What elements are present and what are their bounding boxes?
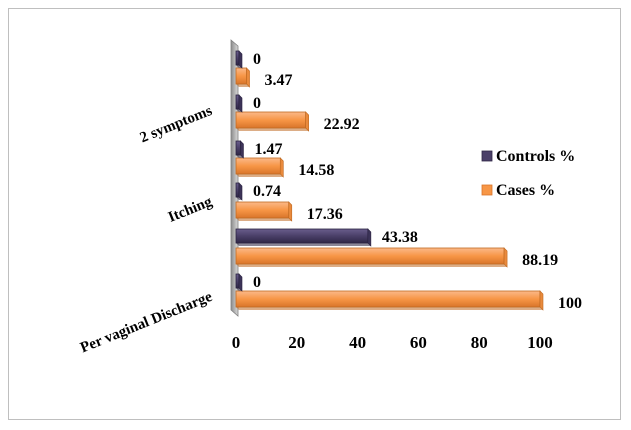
x-tick-label: 100 bbox=[527, 333, 553, 352]
legend-label-cases: Cases % bbox=[496, 182, 555, 199]
x-axis-ticks: 0 20 40 60 80 100 bbox=[232, 333, 553, 352]
value-label-cases-5: 3.47 bbox=[265, 72, 293, 89]
legend-label-controls: Controls % bbox=[496, 148, 575, 165]
category-label-itching: Itching bbox=[166, 194, 215, 226]
value-labels: 100088.1943.3817.360.7414.581.4722.9203.… bbox=[253, 51, 582, 312]
value-label-cases-3: 14.58 bbox=[298, 162, 334, 179]
bar-controls-4 bbox=[235, 94, 243, 113]
bar-cases-3 bbox=[235, 157, 284, 178]
legend-swatch-cases bbox=[481, 184, 493, 196]
x-tick-label: 0 bbox=[232, 333, 241, 352]
value-label-controls-5: 0 bbox=[253, 51, 261, 68]
bar-cases-1 bbox=[235, 247, 508, 268]
bar-cases-2 bbox=[235, 201, 293, 222]
value-label-controls-3: 1.47 bbox=[254, 141, 282, 158]
category-label-2-symptoms: 2 symptoms bbox=[138, 103, 215, 146]
value-label-controls-0: 0 bbox=[253, 274, 261, 291]
bar-controls-5 bbox=[235, 50, 243, 69]
bar-cases-5 bbox=[235, 67, 250, 88]
bar-controls-2 bbox=[235, 182, 243, 201]
x-tick-label: 80 bbox=[471, 333, 488, 352]
bar-cases-0 bbox=[235, 290, 544, 311]
x-tick-label: 20 bbox=[288, 333, 305, 352]
x-tick-label: 40 bbox=[349, 333, 366, 352]
bar-controls-3 bbox=[235, 140, 244, 159]
legend-swatch-controls bbox=[481, 150, 493, 162]
value-label-controls-4: 0 bbox=[253, 95, 261, 112]
chart-frame bbox=[8, 8, 621, 420]
value-label-controls-1: 43.38 bbox=[382, 229, 418, 246]
x-tick-label: 60 bbox=[410, 333, 427, 352]
value-label-controls-2: 0.74 bbox=[253, 183, 281, 200]
value-label-cases-0: 100 bbox=[558, 295, 582, 312]
value-label-cases-2: 17.36 bbox=[307, 206, 343, 223]
legend: Controls % Cases % bbox=[481, 148, 575, 199]
value-label-cases-4: 22.92 bbox=[324, 116, 360, 133]
bar-cases-4 bbox=[235, 111, 309, 132]
value-label-cases-1: 88.19 bbox=[522, 252, 558, 269]
category-label-per-vaginal-discharge: Per vaginal Discharge bbox=[78, 289, 215, 357]
bar-controls-1 bbox=[235, 228, 372, 247]
bars bbox=[235, 50, 544, 311]
bar-controls-0 bbox=[235, 273, 243, 292]
